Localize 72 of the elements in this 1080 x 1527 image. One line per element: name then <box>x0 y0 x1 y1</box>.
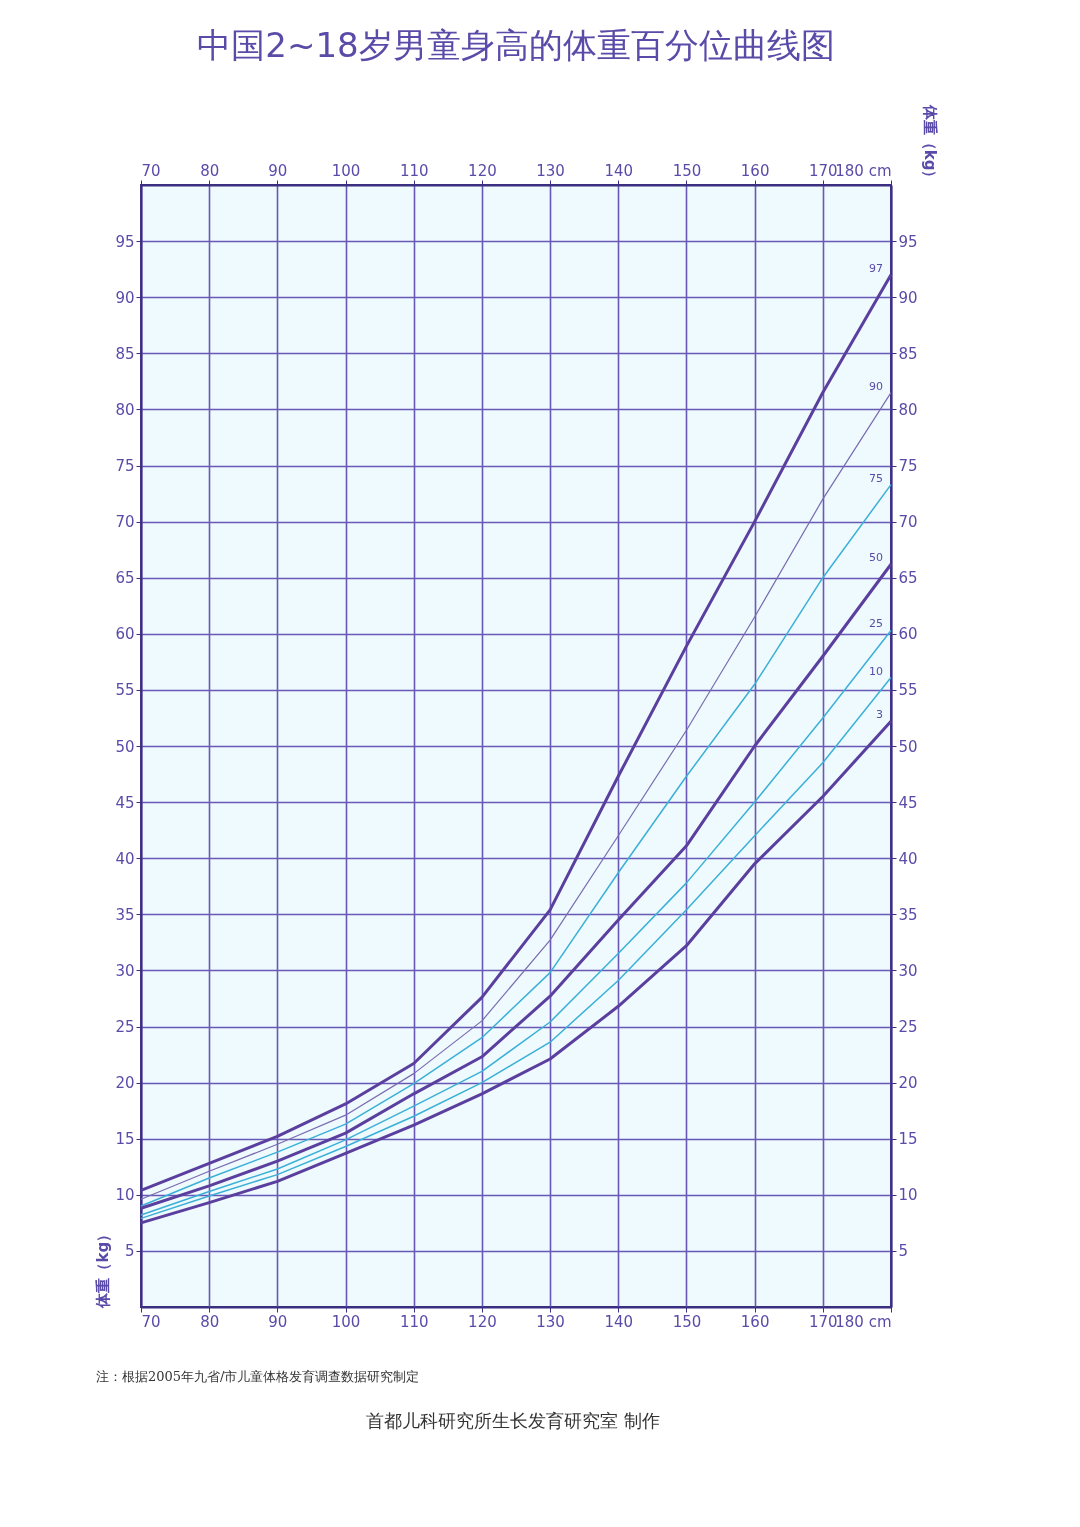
y-axis-title: 体重（kg） <box>94 1226 113 1309</box>
y-tick-label: 55 <box>115 681 135 700</box>
y2-tick-label: 65 <box>898 569 918 588</box>
y-tick-label: 45 <box>115 793 135 812</box>
x-tick-label: 70 <box>141 1312 161 1331</box>
x2-tick-label: 130 <box>536 161 565 180</box>
y-tick-label: 40 <box>115 849 135 868</box>
x-tick-label: 110 <box>399 1312 429 1331</box>
y2-tick-label: 95 <box>898 232 918 251</box>
series-label: 3 <box>876 708 883 722</box>
y-tick-label: 15 <box>115 1130 135 1149</box>
x2-tick-label: 100 <box>331 161 361 180</box>
y2-tick-label: 80 <box>898 400 918 419</box>
series-label: 10 <box>869 664 883 678</box>
y2-tick-label: 70 <box>898 513 918 532</box>
y2-tick-label: 5 <box>898 1242 909 1261</box>
y-tick-label: 50 <box>115 737 135 756</box>
y2-tick-label: 45 <box>898 793 918 812</box>
y2-tick-label: 50 <box>898 737 918 756</box>
text: 首都儿科研究所生长发育研究室 制作 <box>366 1410 660 1431</box>
x2-tick-label: 120 <box>468 161 497 180</box>
y2-tick-label: 90 <box>898 288 918 307</box>
series-label: 90 <box>869 379 883 393</box>
x-tick-label: 170 <box>809 1312 838 1331</box>
x-tick-label: 120 <box>468 1312 497 1331</box>
x-tick-label: 80 <box>200 1312 220 1331</box>
y-tick-label: 20 <box>115 1074 135 1093</box>
text: 注：根据2005年九省/市儿童体格发育调查数据研究制定 <box>96 1369 420 1384</box>
series-label: 50 <box>869 551 883 565</box>
y-tick-label: 75 <box>115 457 135 475</box>
y-tick-label: 60 <box>115 625 135 644</box>
y2-tick-label: 85 <box>898 344 918 363</box>
y2-tick-label: 25 <box>898 1018 918 1036</box>
series-label: 97 <box>869 261 883 275</box>
x2-tick-label: 140 <box>604 161 634 180</box>
y2-tick-label: 60 <box>898 625 918 644</box>
series-label: 25 <box>869 617 883 631</box>
x2-tick-label: 150 <box>672 161 702 180</box>
x2-tick-label: 160 <box>740 161 770 180</box>
y-tick-label: 5 <box>124 1242 135 1261</box>
y-tick-label: 70 <box>115 513 135 532</box>
x2-tick-label: 80 <box>200 161 220 180</box>
y-tick-label: 30 <box>115 961 135 980</box>
x-tick-label: 160 <box>740 1312 770 1331</box>
y2-tick-label: 30 <box>898 961 918 980</box>
chart-title: 中国2~18岁男童身高的体重百分位曲线图 <box>197 25 835 66</box>
y2-tick-label: 55 <box>898 681 918 700</box>
x2-tick-label: 70 <box>141 161 161 180</box>
x2-tick-label: 90 <box>268 161 288 180</box>
y2-tick-label: 15 <box>898 1130 918 1149</box>
x-tick-label: 140 <box>604 1312 634 1331</box>
x2-tick-label: 170 <box>809 161 838 180</box>
y2-tick-label: 75 <box>898 457 918 475</box>
y-tick-label: 95 <box>115 232 135 251</box>
x-tick-label: 130 <box>536 1312 565 1331</box>
y-tick-label: 35 <box>115 905 135 924</box>
y-tick-label: 90 <box>115 288 135 307</box>
y2-tick-label: 20 <box>898 1074 918 1093</box>
y2-tick-label: 40 <box>898 849 918 868</box>
y-tick-label: 25 <box>115 1018 135 1036</box>
x-tick-label: 90 <box>268 1312 288 1331</box>
y-tick-label: 10 <box>115 1186 135 1205</box>
x-tick-label: 100 <box>331 1312 361 1331</box>
y2-tick-label: 10 <box>898 1186 918 1205</box>
x2-tick-label: 110 <box>399 161 429 180</box>
series-label: 75 <box>869 471 883 485</box>
y2-axis-title: 体重（kg） <box>920 103 939 186</box>
y-tick-label: 85 <box>115 344 135 363</box>
y-tick-label: 65 <box>115 569 135 588</box>
y2-tick-label: 35 <box>898 905 918 924</box>
x-tick-label: 150 <box>672 1312 702 1331</box>
y-tick-label: 80 <box>115 400 135 419</box>
